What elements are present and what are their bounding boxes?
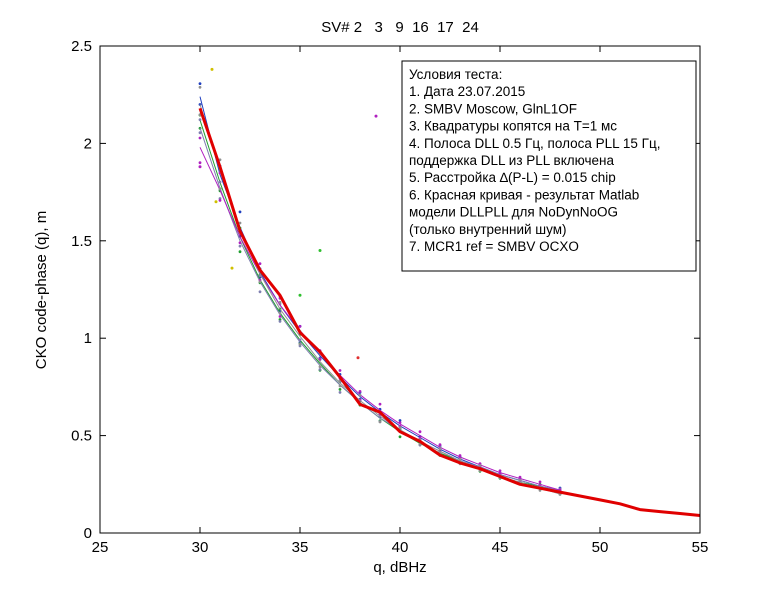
series-point [418,430,422,434]
series-point [238,241,242,245]
outlier-point [210,67,214,71]
series-point [198,161,202,165]
series-point [298,342,302,346]
series-point [538,480,542,484]
y-tick-label: 1 [84,330,92,347]
x-tick-label: 55 [692,539,709,556]
y-tick-label: 0 [84,525,92,542]
series-point [258,262,262,265]
series-point [398,419,402,422]
series-point [338,384,342,388]
series-point [238,221,242,225]
test-condition-line: 7. MCR1 ref = SMBV OCXO [409,239,579,254]
test-condition-line: 1. Дата 23.07.2015 [409,84,525,99]
series-point [458,454,462,457]
series-point [438,443,442,447]
series-point [218,199,222,202]
y-tick-label: 0.5 [71,428,92,445]
y-tick-label: 2 [84,135,92,152]
test-condition-line: модели DLLPLL для NoDynNoOG [409,205,618,220]
series-point [198,118,202,122]
series-point [518,475,522,479]
x-tick-label: 35 [292,539,309,556]
series-point [358,390,362,393]
outlier-point [214,200,218,204]
test-condition-line: (только внутренний шум) [409,222,567,237]
series-point [218,180,222,184]
series-point [318,368,322,371]
series-point [238,244,242,248]
series-point [278,311,282,315]
outlier-point [298,293,302,297]
series-point [398,421,402,424]
series-point [318,365,322,369]
y-axis-label: CKO code-phase (q), m [33,211,50,369]
chart-title: SV# 2 3 9 16 17 24 [321,19,479,36]
outlier-point [374,114,378,118]
series-point [378,420,382,424]
x-tick-label: 30 [192,539,209,556]
test-condition-line: 6. Красная кривая - результат Matlab [409,187,639,202]
series-point [398,435,402,439]
series-point [558,493,562,496]
x-tick-label: 25 [92,539,109,556]
series-point [478,464,482,467]
x-axis-label: q, dBHz [373,559,426,576]
series-point [398,426,402,430]
outlier-point [318,249,322,252]
series-point [198,82,202,85]
series-point [298,338,302,342]
series-point [278,315,282,318]
series-point [358,393,362,397]
y-tick-label: 1.5 [71,233,92,250]
series-point [258,280,262,284]
series-point [278,320,282,323]
series-point [198,85,202,89]
series-point [498,472,502,476]
outlier-point [230,266,234,270]
outlier-point [198,165,202,169]
chart-marks [198,67,701,517]
test-conditions-frame [401,60,697,272]
series-point [318,357,322,361]
series-point [218,187,222,191]
series-point [338,388,342,391]
test-condition-line: 3. Квадратуры копятся на T=1 мс [409,119,617,134]
y-tick-label: 2.5 [71,38,92,55]
series-point [258,290,262,294]
test-condition-line: 5. Расстройка ∆(P-L) = 0.015 chip [409,170,616,185]
series-point [338,369,342,372]
series-point [378,402,382,406]
test-condition-line: поддержка DLL из PLL включена [409,153,614,168]
x-tick-label: 50 [592,539,609,556]
series-point [238,250,242,254]
series-point [198,136,202,140]
series-point [198,131,202,135]
series-point [518,478,522,482]
test-condition-line: 4. Полоса DLL 0.5 Гц, полоса PLL 15 Гц, [409,136,660,151]
series-point [238,210,242,214]
x-tick-label: 45 [492,539,509,556]
series-point [338,391,342,394]
test-condition-line: 2. SMBV Moscow, GlnL1OF [409,101,577,116]
series-point [438,447,442,451]
test-conditions-box: Условия теста: 1. Дата 23.07.2015 2. SMBV … [401,60,697,272]
series-point [498,469,502,473]
series-point [558,488,562,491]
outlier-point [356,356,360,360]
series-line [198,107,701,517]
series-point [458,457,462,461]
series-point [298,325,302,328]
axis-ticks: 25 30 35 40 45 50 55 0 0.5 1 1.5 2 2.5 [71,38,708,556]
test-condition-line: Условия теста: [409,67,502,82]
series-point [278,300,282,304]
x-tick-label: 40 [392,539,409,556]
